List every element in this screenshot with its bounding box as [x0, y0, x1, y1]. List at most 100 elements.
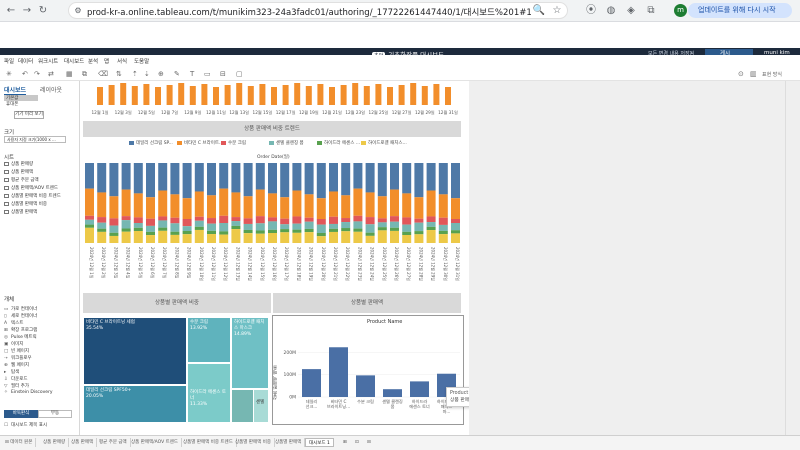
stacked-segment[interactable] — [158, 227, 168, 231]
product-bar[interactable] — [383, 389, 402, 397]
stacked-segment[interactable] — [280, 224, 290, 230]
fit-icon[interactable]: ▭ — [204, 70, 211, 78]
stacked-segment[interactable] — [97, 228, 107, 232]
stacked-segment[interactable] — [207, 195, 216, 219]
stacked-segment[interactable] — [414, 234, 424, 243]
stacked-segment[interactable] — [158, 163, 168, 191]
stacked-segment[interactable] — [194, 226, 204, 230]
stacked-segment[interactable] — [292, 190, 302, 217]
floating-button[interactable]: 부동 — [38, 410, 72, 418]
new-worksheet-icon[interactable]: ⊞ — [343, 440, 347, 445]
stacked-segment[interactable] — [316, 233, 326, 237]
stacked-segment[interactable] — [255, 223, 265, 231]
stacked-segment[interactable] — [329, 163, 338, 192]
tab-dashboard-active[interactable]: 대시보드 1 — [305, 438, 334, 447]
stacked-segment[interactable] — [85, 215, 94, 220]
extension-icon-2[interactable]: ◍ — [606, 5, 616, 16]
object-horizontal[interactable]: ▭ 가로 컨테이너 — [4, 307, 38, 312]
swap-icon[interactable]: ⇄ — [48, 70, 54, 78]
show-me-icon[interactable]: ▥ — [750, 70, 757, 78]
stacked-segment[interactable] — [292, 232, 302, 243]
sheet-item[interactable]: 상품별 판매액 — [4, 209, 37, 215]
daily-bar[interactable] — [363, 86, 370, 105]
stacked-segment[interactable] — [329, 231, 338, 243]
sort-desc-icon[interactable]: ⇣ — [144, 70, 150, 78]
product-bar[interactable] — [302, 369, 321, 397]
stacked-segment[interactable] — [414, 231, 424, 235]
object-navigation[interactable]: ▸ 탐색 — [4, 370, 20, 375]
stacked-segment[interactable] — [329, 228, 338, 232]
stacked-segment[interactable] — [316, 219, 326, 225]
stacked-segment[interactable] — [280, 218, 290, 225]
object-text[interactable]: A 텍스트 — [4, 321, 24, 326]
stacked-segment[interactable] — [341, 231, 351, 243]
device-preview-button[interactable]: 기기 미리 보기 — [14, 111, 44, 119]
stacked-segment[interactable] — [255, 163, 265, 190]
menu-data[interactable]: 데이터 — [18, 59, 34, 65]
stacked-segment[interactable] — [316, 236, 326, 243]
daily-bar[interactable] — [97, 87, 103, 105]
swap-rows-icon[interactable]: ⇅ — [116, 70, 122, 78]
stacked-segment[interactable] — [146, 163, 155, 198]
group-icon[interactable]: ⊕ — [158, 70, 164, 78]
treemap-cell-centel[interactable]: 센텔 — [253, 389, 269, 423]
treemap-cell-hydrogel[interactable]: 하이드로겔 패치스 마스크 14.89% — [231, 317, 269, 389]
object-extension[interactable]: ⊞ 확장 프로그램 — [4, 328, 38, 333]
stacked-segment[interactable] — [377, 218, 387, 223]
tab-sheet[interactable]: 상품별 판매액 — [272, 438, 306, 447]
stacked-segment[interactable] — [182, 231, 192, 235]
object-workflow[interactable]: ⇢ 워크플로우 — [4, 356, 32, 361]
stacked-segment[interactable] — [158, 216, 168, 221]
stacked-segment[interactable] — [390, 227, 399, 231]
stacked-segment[interactable] — [304, 194, 314, 218]
daily-bar[interactable] — [387, 87, 393, 105]
stacked-segment[interactable] — [133, 223, 143, 228]
legend-item[interactable]: 센텔 클렌징 폼 — [269, 140, 304, 146]
stacked-segment[interactable] — [231, 163, 241, 193]
stacked-segment[interactable] — [353, 215, 363, 222]
stacked-segment[interactable] — [219, 163, 229, 189]
stacked-segment[interactable] — [182, 226, 192, 231]
daily-bar[interactable] — [259, 84, 266, 105]
stacked-segment[interactable] — [268, 163, 277, 194]
daily-bar[interactable] — [340, 85, 347, 105]
stacked-segment[interactable] — [268, 229, 277, 233]
stacked-segment[interactable] — [194, 229, 204, 243]
stacked-segment[interactable] — [146, 197, 155, 219]
stacked-segment[interactable] — [219, 188, 229, 216]
reload-icon[interactable]: ↻ — [38, 5, 48, 16]
object-vertical[interactable]: ▯ 세로 컨테이너 — [4, 314, 38, 319]
stacked-segment[interactable] — [97, 163, 107, 193]
stacked-segment[interactable] — [377, 196, 387, 219]
stacked-segment[interactable] — [414, 222, 424, 232]
stacked-segment[interactable] — [451, 233, 460, 243]
show-me-label[interactable]: 표현 방식 — [762, 72, 782, 78]
daily-bar[interactable] — [271, 87, 277, 105]
menu-help[interactable]: 도움말 — [134, 59, 150, 65]
stacked-segment[interactable] — [292, 223, 302, 230]
stacked-segment[interactable] — [365, 217, 375, 225]
stacked-segment[interactable] — [377, 230, 387, 243]
stacked-segment[interactable] — [353, 231, 363, 243]
treemap-cell-moisture[interactable]: 수분 크림 13.92% — [187, 317, 231, 363]
stacked-segment[interactable] — [146, 218, 155, 226]
menu-file[interactable]: 파일 — [4, 59, 15, 65]
stacked-segment[interactable] — [243, 163, 253, 197]
stacked-segment[interactable] — [133, 163, 143, 194]
stacked-segment[interactable] — [426, 226, 436, 231]
stacked-segment[interactable] — [365, 224, 375, 233]
daily-bar[interactable] — [155, 87, 161, 105]
tiled-button[interactable]: 바둑판식 — [4, 410, 38, 418]
sheet-item[interactable]: 상품 판매량 — [4, 161, 33, 167]
menu-map[interactable]: 맵 — [104, 59, 110, 65]
stacked-segment[interactable] — [414, 197, 424, 219]
stacked-segment[interactable] — [109, 218, 119, 226]
bookmark-star-icon[interactable]: ☆ — [552, 5, 562, 16]
stacked-segment[interactable] — [133, 231, 143, 243]
stacked-segment[interactable] — [243, 218, 253, 224]
daily-bar[interactable] — [189, 86, 196, 105]
stacked-segment[interactable] — [316, 163, 326, 199]
stacked-segment[interactable] — [426, 222, 436, 227]
sheet-item[interactable]: 평균 주문 금액 — [4, 177, 39, 183]
stacked-segment[interactable] — [146, 231, 155, 236]
